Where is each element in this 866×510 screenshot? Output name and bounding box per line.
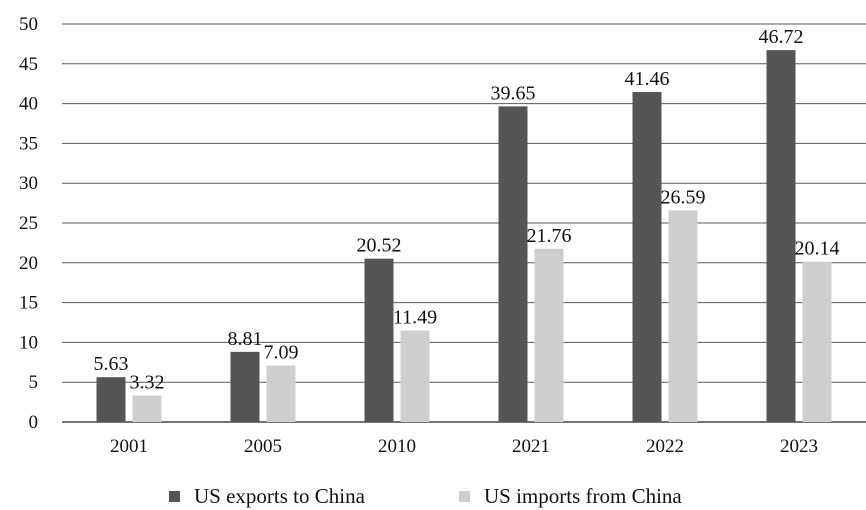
x-tick-label: 2010 — [378, 436, 416, 457]
data-label-exports: 46.72 — [759, 26, 804, 48]
gridlines — [62, 23, 866, 423]
y-tick-label: 50 — [19, 14, 38, 35]
bar-imports — [266, 365, 296, 422]
bar-imports — [802, 261, 832, 422]
x-tick-label: 2021 — [512, 436, 550, 457]
bar-exports — [498, 106, 528, 423]
y-tick-label: 0 — [29, 412, 39, 433]
data-label-imports: 7.09 — [264, 342, 299, 364]
y-tick-label: 45 — [19, 54, 38, 75]
y-axis-tick-labels: 0 5 10 15 20 25 30 35 40 45 50 — [19, 14, 38, 433]
bar-chart: 0 5 10 15 20 25 30 35 40 45 50 5.633.32 8.817.09 20.… — [19, 14, 866, 457]
y-tick-label: 35 — [19, 133, 38, 154]
x-axis-tick-labels: 2001 2005 2010 2021 2022 2023 — [110, 436, 818, 457]
data-label-imports: 3.32 — [130, 372, 165, 394]
y-tick-label: 10 — [19, 332, 38, 353]
bar-imports — [132, 395, 162, 422]
legend-label-exports: US exports to China — [194, 484, 365, 508]
legend-swatch-imports — [459, 491, 470, 502]
y-tick-label: 40 — [19, 94, 38, 115]
data-label-exports: 8.81 — [228, 328, 263, 350]
data-label-imports: 21.76 — [527, 225, 572, 247]
bar-imports — [668, 210, 698, 422]
data-label-exports: 5.63 — [94, 353, 129, 375]
bar-exports — [230, 351, 260, 422]
y-tick-label: 20 — [19, 253, 38, 274]
y-tick-label: 30 — [19, 173, 38, 194]
bars — [96, 50, 832, 423]
bar-imports — [400, 330, 430, 422]
data-label-exports: 39.65 — [491, 82, 536, 104]
legend: US exports to China US imports from Chin… — [0, 484, 866, 510]
y-tick-label: 5 — [29, 372, 39, 393]
bar-exports — [766, 50, 796, 423]
x-tick-label: 2001 — [110, 436, 148, 457]
data-label-imports: 11.49 — [393, 307, 437, 329]
data-label-exports: 41.46 — [625, 68, 670, 90]
bar-exports — [96, 377, 126, 422]
bar-exports — [632, 91, 662, 423]
legend-item-imports: US imports from China — [459, 484, 682, 509]
data-label-imports: 26.59 — [661, 186, 706, 208]
x-tick-label: 2005 — [244, 436, 282, 457]
data-label-exports: 20.52 — [357, 235, 402, 257]
y-tick-label: 15 — [19, 293, 38, 314]
legend-label-imports: US imports from China — [484, 484, 682, 508]
data-label-imports: 20.14 — [795, 238, 840, 260]
x-tick-label: 2022 — [646, 436, 684, 457]
data-labels: 5.633.32 8.817.09 20.52 11.49 39.65 21.76 41.4… — [94, 26, 840, 393]
y-tick-label: 25 — [19, 213, 38, 234]
legend-swatch-exports — [169, 491, 180, 502]
legend-item-exports: US exports to China — [169, 484, 365, 509]
x-tick-label: 2023 — [780, 436, 818, 457]
bar-exports — [364, 258, 394, 422]
bar-imports — [534, 248, 564, 422]
